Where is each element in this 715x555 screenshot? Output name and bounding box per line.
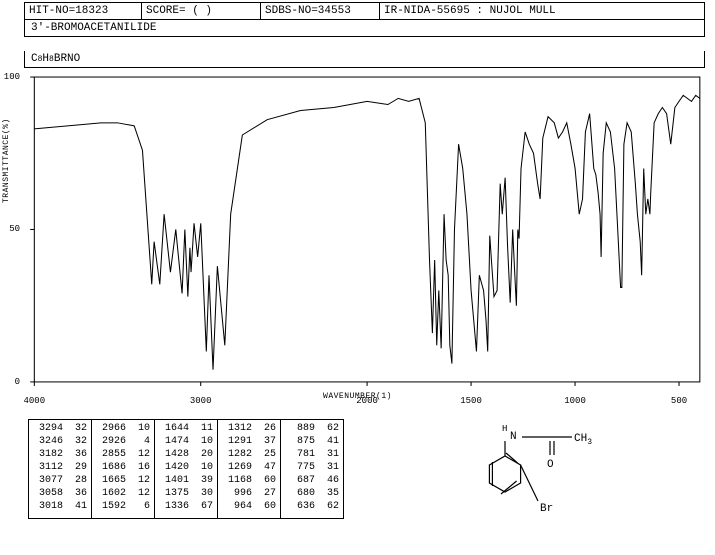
- peak-table: 3294323246323182363112293077283058363018…: [28, 419, 344, 519]
- peak-row: 29264: [96, 435, 150, 448]
- x-tick-label: 2000: [356, 396, 378, 406]
- peak-row: 311229: [33, 461, 87, 474]
- peak-row: 78131: [285, 448, 339, 461]
- peak-row: 68035: [285, 487, 339, 500]
- x-tick-label: 1500: [460, 396, 482, 406]
- peak-column: 88962875417813177531687466803563662: [281, 420, 343, 518]
- header-row: HIT-NO=18323 SCORE= ( ) SDBS-NO=34553 IR…: [24, 2, 705, 20]
- peak-row: 99627: [222, 487, 276, 500]
- x-tick-label: 1000: [564, 396, 586, 406]
- peak-row: 329432: [33, 422, 87, 435]
- peak-column: 2966102926428551216861616651216021215926: [92, 420, 155, 518]
- structure-svg: N H O CH3 Br: [460, 419, 630, 519]
- svg-text:H: H: [502, 424, 507, 434]
- peak-row: 137530: [159, 487, 213, 500]
- spectrum-svg: [24, 72, 705, 394]
- x-tick-label: 4000: [24, 396, 46, 406]
- peak-row: 68746: [285, 474, 339, 487]
- x-tick-label: 500: [671, 396, 687, 406]
- peak-row: 15926: [96, 500, 150, 513]
- peak-row: 88962: [285, 422, 339, 435]
- svg-text:N: N: [510, 431, 517, 443]
- score-cell: SCORE= ( ): [142, 3, 261, 19]
- peak-row: 96460: [222, 500, 276, 513]
- sdbs-no-cell: SDBS-NO=34553: [261, 3, 380, 19]
- peak-row: 285512: [96, 448, 150, 461]
- peak-row: 307728: [33, 474, 87, 487]
- peak-row: 318236: [33, 448, 87, 461]
- peak-row: 128225: [222, 448, 276, 461]
- peak-row: 324632: [33, 435, 87, 448]
- spectrum-chart: TRANSMITTANCE(%) 05010040003000200015001…: [24, 72, 705, 394]
- compound-name: 3'-BROMOACETANILIDE: [24, 20, 705, 37]
- peak-row: 164411: [159, 422, 213, 435]
- y-tick-label: 100: [2, 72, 20, 82]
- svg-text:CH3: CH3: [574, 433, 592, 447]
- peak-row: 296610: [96, 422, 150, 435]
- peak-row: 63662: [285, 500, 339, 513]
- peak-row: 131226: [222, 422, 276, 435]
- peak-row: 140139: [159, 474, 213, 487]
- peak-row: 126947: [222, 461, 276, 474]
- y-tick-label: 0: [2, 377, 20, 387]
- peak-row: 129137: [222, 435, 276, 448]
- peak-row: 87541: [285, 435, 339, 448]
- y-axis-label: TRANSMITTANCE(%): [2, 118, 11, 203]
- peak-row: 142010: [159, 461, 213, 474]
- peak-row: 160212: [96, 487, 150, 500]
- peak-row: 166512: [96, 474, 150, 487]
- peak-row: 142820: [159, 448, 213, 461]
- peak-row: 77531: [285, 461, 339, 474]
- peak-column: 1644111474101428201420101401391375301336…: [155, 420, 218, 518]
- structure-diagram: N H O CH3 Br: [384, 419, 705, 519]
- peak-column: 1312261291371282251269471168609962796460: [218, 420, 281, 518]
- svg-text:O: O: [547, 459, 554, 471]
- peak-row: 133667: [159, 500, 213, 513]
- bottom-section: 3294323246323182363112293077283058363018…: [28, 419, 705, 519]
- y-tick-label: 50: [2, 224, 20, 234]
- peak-column: 3294323246323182363112293077283058363018…: [29, 420, 92, 518]
- peak-row: 116860: [222, 474, 276, 487]
- hit-no-cell: HIT-NO=18323: [25, 3, 142, 19]
- formula: C8H8BRNO: [24, 51, 705, 68]
- x-tick-label: 3000: [190, 396, 212, 406]
- svg-text:Br: Br: [540, 503, 553, 515]
- peak-row: 301841: [33, 500, 87, 513]
- peak-row: 147410: [159, 435, 213, 448]
- peak-row: 305836: [33, 487, 87, 500]
- ir-info-cell: IR-NIDA-55695 : NUJOL MULL: [380, 3, 704, 19]
- peak-row: 168616: [96, 461, 150, 474]
